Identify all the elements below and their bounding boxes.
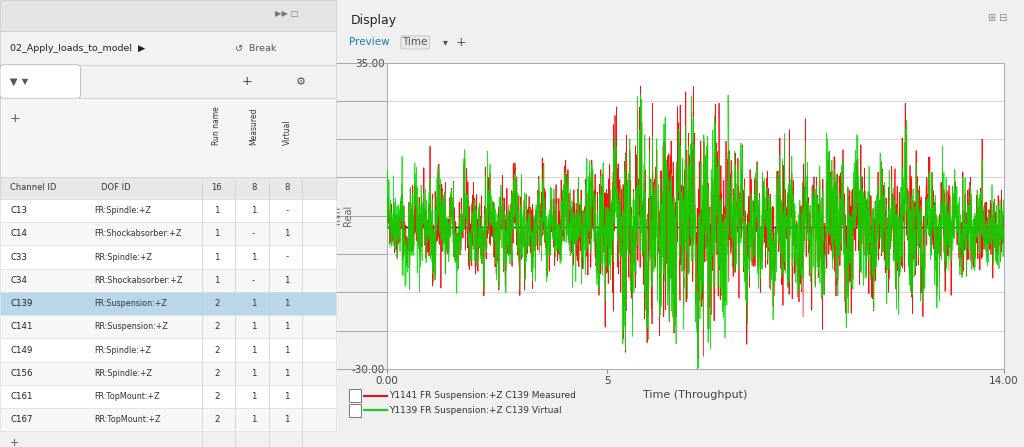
Bar [0,31,336,65]
Text: mm
Real: mm Real [332,205,353,226]
Text: 2: 2 [214,322,219,331]
Text: 1: 1 [285,415,290,424]
Text: C156: C156 [10,369,33,378]
Bar [0,98,336,179]
Text: 1: 1 [251,322,256,331]
Text: RR:Spindle:+Z: RR:Spindle:+Z [94,369,152,378]
Text: 1: 1 [214,229,219,238]
Bar [0,199,336,222]
Text: 1: 1 [285,346,290,354]
Text: 1: 1 [251,392,256,401]
Text: C33: C33 [10,253,27,261]
Bar [0,222,336,245]
Text: 1: 1 [251,369,256,378]
Text: Measured: Measured [249,108,258,145]
Text: Preview: Preview [349,38,390,47]
Text: 2: 2 [214,392,219,401]
Text: 1: 1 [214,276,219,285]
Text: Channel ID: Channel ID [10,183,56,192]
Text: C139: C139 [10,299,33,308]
Text: 2: 2 [214,346,219,354]
Text: 1: 1 [285,322,290,331]
Text: C14: C14 [10,229,27,238]
Text: 141 FR Suspension:+Z C139 Measured: 141 FR Suspension:+Z C139 Measured [400,391,577,400]
Text: 1: 1 [214,253,219,261]
Text: FR:Spindle:+Z: FR:Spindle:+Z [94,206,152,215]
Text: FR:Shockabsorber:+Z: FR:Shockabsorber:+Z [94,229,181,238]
Text: RR:Suspension:+Z: RR:Suspension:+Z [94,322,168,331]
Text: RR:Shockabsorber:+Z: RR:Shockabsorber:+Z [94,276,182,285]
Text: Run name: Run name [212,106,221,145]
Text: Time: Time [402,38,428,47]
Bar [0,338,336,362]
Text: 2: 2 [214,369,219,378]
Text: ▼: ▼ [10,76,17,87]
Bar [0,0,336,31]
Bar [0,65,336,98]
Text: 1: 1 [285,369,290,378]
Text: 1: 1 [214,206,219,215]
Text: +: + [456,36,466,49]
Text: C34: C34 [10,276,27,285]
Bar [0,269,336,292]
Text: 8: 8 [251,183,256,192]
Text: Virtual: Virtual [283,119,292,145]
Text: -: - [252,276,255,285]
X-axis label: Time (Throughput): Time (Throughput) [643,390,748,400]
Text: 2: 2 [214,299,219,308]
Text: RR:Spindle:+Z: RR:Spindle:+Z [94,253,152,261]
Text: ▶▶ □: ▶▶ □ [275,9,299,18]
Bar [0,292,336,315]
Bar [0,385,336,408]
Bar [0,315,336,338]
Text: C161: C161 [10,392,33,401]
Text: C149: C149 [10,346,33,354]
Text: ▼  ▼: ▼ ▼ [10,77,29,86]
Text: ↺  Break: ↺ Break [236,43,276,53]
Bar [0,362,336,385]
Text: Display: Display [351,13,397,27]
Text: 2: 2 [214,415,219,424]
Text: C167: C167 [10,415,33,424]
Text: -: - [252,229,255,238]
Text: +: + [242,75,253,88]
Text: ⚙: ⚙ [296,76,305,87]
Text: ▾: ▾ [443,38,449,47]
FancyBboxPatch shape [0,65,81,98]
Bar [0,408,336,431]
Text: FR:Suspension:+Z: FR:Suspension:+Z [94,299,167,308]
Text: ⊞ ⊟: ⊞ ⊟ [988,13,1008,23]
Text: 8: 8 [285,183,290,192]
Text: -: - [286,206,289,215]
Text: C141: C141 [10,322,33,331]
Text: RR:TopMount:+Z: RR:TopMount:+Z [94,415,161,424]
Text: FR:Spindle:+Z: FR:Spindle:+Z [94,346,152,354]
Bar [0,177,336,199]
Text: Y1: Y1 [389,406,400,415]
Text: 1: 1 [251,299,256,308]
Text: 16: 16 [211,183,222,192]
Text: 1: 1 [251,253,256,261]
Text: 1: 1 [285,299,290,308]
Text: 1: 1 [285,392,290,401]
Text: 139 FR Suspension:+Z C139 Virtual: 139 FR Suspension:+Z C139 Virtual [400,406,562,415]
Text: Y1: Y1 [389,391,400,400]
Text: FR:TopMount:+Z: FR:TopMount:+Z [94,392,160,401]
Text: 1: 1 [251,415,256,424]
Text: +: + [10,112,20,125]
Text: 1: 1 [251,206,256,215]
Bar [0,245,336,269]
Text: C13: C13 [10,206,27,215]
Text: 1: 1 [285,229,290,238]
Text: -: - [286,253,289,261]
Text: 1: 1 [251,346,256,354]
Text: 02_Apply_loads_to_model  ▶: 02_Apply_loads_to_model ▶ [10,43,145,53]
Text: +: + [10,438,19,447]
Text: 1: 1 [285,276,290,285]
Text: DOF ID: DOF ID [100,183,130,192]
